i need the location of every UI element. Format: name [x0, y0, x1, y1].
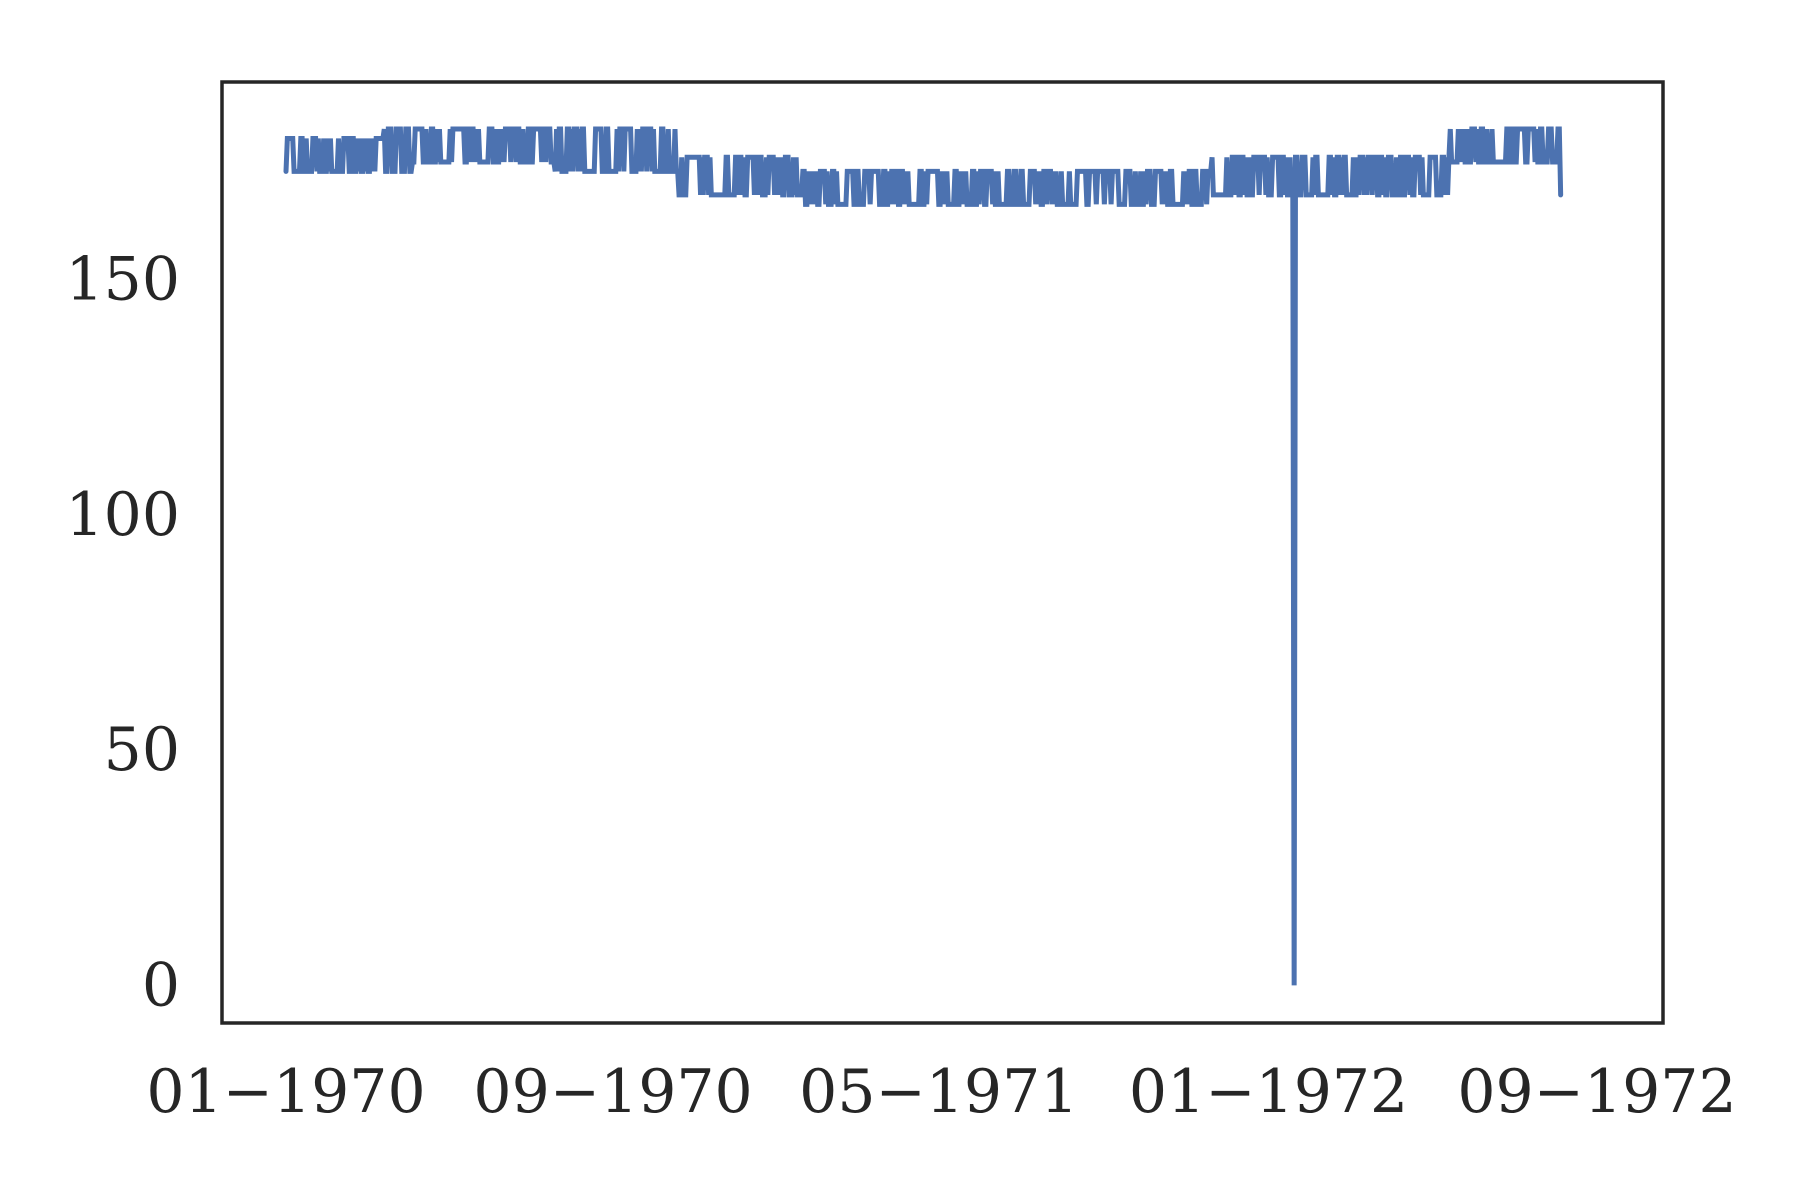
- x-tick-label: 09−1972: [1457, 1057, 1736, 1127]
- y-tick-label: 100: [65, 480, 180, 550]
- plot-frame: [220, 80, 1665, 1025]
- plot-area: [283, 126, 1564, 986]
- series-line: [283, 126, 1564, 986]
- x-tick-label: 05−1971: [799, 1057, 1078, 1127]
- x-tick-label: 01−1970: [146, 1057, 425, 1127]
- y-tick-label: 150: [65, 245, 180, 315]
- x-tick-label: 09−1970: [473, 1057, 752, 1127]
- y-tick-label: 50: [104, 715, 180, 785]
- y-axis: 0 50 100 150: [65, 245, 180, 1021]
- y-tick-label: 0: [142, 950, 180, 1020]
- x-tick-label: 01−1972: [1129, 1057, 1408, 1127]
- x-axis: 01−1970 09−1970 05−1971 01−1972 09−1972: [146, 1057, 1736, 1127]
